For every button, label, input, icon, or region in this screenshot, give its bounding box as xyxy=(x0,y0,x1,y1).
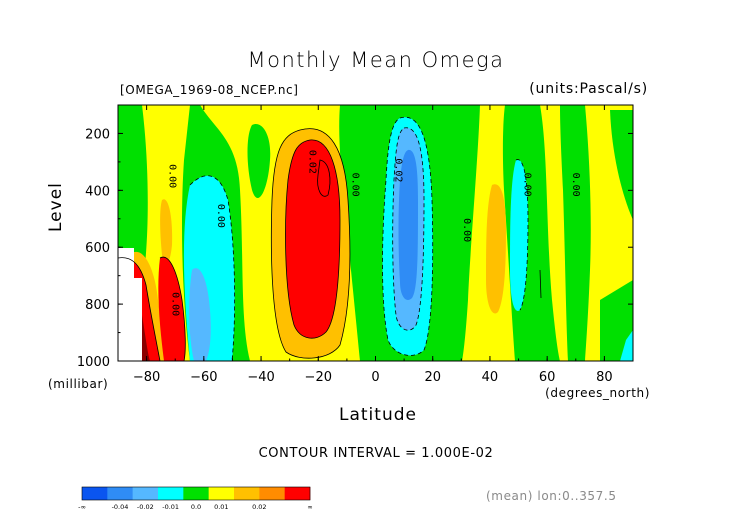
green-band-north-4 xyxy=(600,280,633,361)
contour-line xyxy=(317,159,331,197)
x-axis-unit: (degrees_north) xyxy=(545,386,650,400)
y-tick-label: 1000 xyxy=(77,355,110,370)
colorbar-label: -∞ xyxy=(78,503,86,511)
chart-title: Monthly Mean Omega xyxy=(247,48,505,72)
orange-region-north-40 xyxy=(486,184,506,314)
contour-line xyxy=(285,139,341,339)
colorbar-swatch xyxy=(259,487,285,500)
file-label: [OMEGA_1969-08_NCEP.nc] xyxy=(120,83,299,97)
green-band-south-3 xyxy=(247,124,271,199)
contour-label: 0.02 xyxy=(307,150,318,174)
colorbar-swatch xyxy=(82,487,108,500)
contour-line xyxy=(159,256,186,361)
x-tick-label: 60 xyxy=(539,370,556,385)
blue-region-tropics xyxy=(398,149,418,301)
contour-line xyxy=(118,257,161,361)
colorbar-frame xyxy=(81,486,311,501)
colorbar-label: 0.0 xyxy=(191,503,201,511)
colorbar-label: 0.02 xyxy=(252,503,266,511)
x-tick-label: 80 xyxy=(596,370,613,385)
colorbar-swatch xyxy=(183,487,209,500)
cyan-region-north-50 xyxy=(510,159,528,311)
x-tick-label: −40 xyxy=(247,370,274,385)
colorbar-swatch xyxy=(208,487,235,500)
y-tick-label: 400 xyxy=(85,184,110,199)
colorbar-swatch xyxy=(132,487,159,500)
colorbar-label: -0.01 xyxy=(162,503,179,511)
contour-label: 0.00 xyxy=(521,173,532,197)
colorbar-swatch xyxy=(284,487,311,500)
contour-line xyxy=(189,175,236,361)
x-axis-label: Latitude xyxy=(339,405,417,425)
green-band-north-2 xyxy=(560,105,591,361)
colorbar-swatch xyxy=(234,487,260,500)
contour-label: 0.00 xyxy=(167,164,178,188)
x-tick-label: 20 xyxy=(424,370,441,385)
orange-region-south-upper xyxy=(160,199,173,264)
contour-label: 0.00 xyxy=(215,204,226,228)
missing-data-patch xyxy=(118,248,142,361)
colorbar-swatch xyxy=(158,487,184,500)
red-region-south-high-2 xyxy=(158,257,186,361)
red-region-subtropics xyxy=(285,139,340,339)
x-tick-label: 0 xyxy=(371,370,379,385)
green-band-north-3 xyxy=(610,110,633,220)
mean-note: (mean) lon:0..357.5 xyxy=(486,489,617,503)
contour-line xyxy=(382,116,434,356)
contour-line xyxy=(515,159,529,311)
contour-label: 0.02 xyxy=(393,158,404,182)
x-tick-label: −60 xyxy=(190,370,217,385)
x-tick-label: −80 xyxy=(133,370,160,385)
colorbar-label: -0.02 xyxy=(137,503,154,511)
contour-interval-note: CONTOUR INTERVAL = 1.000E-02 xyxy=(258,446,494,461)
colorbar-label: -0.04 xyxy=(112,503,129,511)
y-tick-label: 600 xyxy=(85,241,110,256)
cyan-region-north-pole xyxy=(620,330,633,361)
y-axis-label: Level xyxy=(46,182,66,232)
contour-label: 0.00 xyxy=(350,173,361,197)
contour-line xyxy=(539,269,542,299)
y-tick-label: 200 xyxy=(85,127,110,142)
contour-label: 0.00 xyxy=(169,292,180,316)
contour-label: 0.00 xyxy=(461,218,472,242)
x-tick-label: −20 xyxy=(305,370,332,385)
x-tick-label: 40 xyxy=(482,370,499,385)
contour-line xyxy=(392,127,425,331)
y-axis-unit: (millibar) xyxy=(48,377,109,391)
units-label: (units:Pascal/s) xyxy=(529,81,648,97)
colorbar-swatch xyxy=(107,487,133,500)
contour-label: 0.00 xyxy=(570,173,581,197)
y-tick-label: 800 xyxy=(85,298,110,313)
lightblue-region-south-mid xyxy=(189,268,211,361)
colorbar-label: 0.01 xyxy=(214,503,228,511)
colorbar-label: ∞ xyxy=(307,503,312,511)
